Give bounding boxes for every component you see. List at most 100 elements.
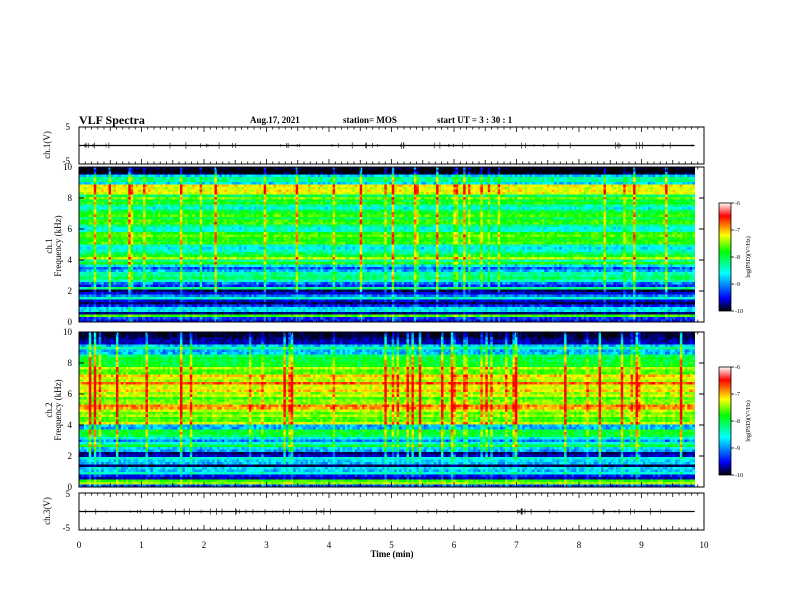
spectrogram-cell xyxy=(89,177,92,180)
spectrogram-cell xyxy=(362,172,365,175)
spectrogram-cell xyxy=(426,172,429,175)
spectrogram-cell xyxy=(623,172,626,175)
spectrogram-cell xyxy=(419,172,422,175)
spectrogram-cell xyxy=(365,177,368,180)
spectrogram-cell xyxy=(141,180,144,183)
spectrogram-cell xyxy=(113,182,116,185)
spectrogram-cell xyxy=(205,182,208,185)
spectrogram-cell xyxy=(192,177,195,180)
spectrogram-cell xyxy=(572,172,575,175)
spectrogram-cell xyxy=(451,172,454,175)
spectrogram-cell xyxy=(306,177,309,180)
spectrogram-cell xyxy=(557,177,560,180)
spectrogram-cell xyxy=(232,180,235,183)
spectrogram-cell xyxy=(264,172,267,175)
spectrogram-cell xyxy=(397,177,400,180)
spectrogram-cell xyxy=(441,180,444,183)
spectrogram-cell xyxy=(372,172,375,175)
spectrogram-cell xyxy=(505,175,508,178)
spectrogram-cell xyxy=(638,175,641,178)
spectrogram-cell xyxy=(81,172,84,175)
spectrogram-cell xyxy=(345,180,348,183)
spectrogram-cell xyxy=(616,172,619,175)
spectrogram-cell xyxy=(668,170,671,173)
spectrogram-cell xyxy=(527,177,530,180)
spectrogram-cell xyxy=(547,177,550,180)
station-label: station= MOS xyxy=(343,115,397,125)
spectrogram-cell xyxy=(128,170,131,173)
spectrogram-cell xyxy=(180,177,183,180)
spectrogram-cell xyxy=(468,172,471,175)
spectrogram-cell xyxy=(278,170,281,173)
spectrogram-cell xyxy=(512,172,515,175)
spectrogram-cell xyxy=(431,177,434,180)
spectrogram-cell xyxy=(106,170,109,173)
spectrogram-cell xyxy=(567,170,570,173)
spectrogram-cell xyxy=(379,172,382,175)
spectrogram-cell xyxy=(572,177,575,180)
spectrogram-cell xyxy=(645,172,648,175)
spectrogram-cell xyxy=(276,170,279,173)
spectrogram-cell xyxy=(665,177,668,180)
spectrogram-cell xyxy=(118,182,121,185)
spectrogram-cell xyxy=(613,180,616,183)
spectrogram-cell xyxy=(244,177,247,180)
spectrogram-cell xyxy=(475,180,478,183)
spectrogram-cell xyxy=(246,182,249,185)
spectrogram-cell xyxy=(195,175,198,178)
spectrogram-cell xyxy=(389,180,392,183)
vlf-spectra-figure: VLF Spectra Aug.17, 2021 station= MOS st… xyxy=(0,0,792,612)
spectrogram-cell xyxy=(256,170,259,173)
spectrogram-cell xyxy=(483,177,486,180)
spectrogram-cell xyxy=(640,172,643,175)
spectrogram-cell xyxy=(384,180,387,183)
spectrogram-cell xyxy=(473,170,476,173)
spectrogram-cell xyxy=(123,177,126,180)
spectrogram-cell xyxy=(318,175,321,178)
spectrogram-cell xyxy=(153,180,156,183)
spectrogram-cell xyxy=(259,172,262,175)
spectrogram-cell xyxy=(197,177,200,180)
spectrogram-cell xyxy=(562,170,565,173)
spectrogram-cell xyxy=(296,175,299,178)
spectrogram-cell xyxy=(141,172,144,175)
spectrogram-cell xyxy=(370,172,373,175)
spectrogram-cell xyxy=(463,180,466,183)
spectrogram-cell xyxy=(586,175,589,178)
spectrogram-cell xyxy=(239,170,242,173)
spectrogram-cell xyxy=(113,175,116,178)
spectrogram-cell xyxy=(190,175,193,178)
spectrogram-cell xyxy=(281,170,284,173)
spectrogram-cell xyxy=(527,170,530,173)
spectrogram-cell xyxy=(370,177,373,180)
spectrogram-cell xyxy=(456,175,459,178)
spectrogram-cell xyxy=(249,177,252,180)
spectrogram-cell xyxy=(478,175,481,178)
spectrogram-cell xyxy=(101,175,104,178)
spectrogram-cell xyxy=(246,175,249,178)
spectrogram-cell xyxy=(503,180,506,183)
spectrogram-cell xyxy=(581,172,584,175)
spectrogram-cell xyxy=(178,180,181,183)
spectrogram-cell xyxy=(604,172,607,175)
spectrogram-cell xyxy=(207,170,210,173)
spectrogram-cell xyxy=(559,175,562,178)
spectrogram-cell xyxy=(239,175,242,178)
spectrogram-cell xyxy=(692,180,695,183)
spectrogram-cell xyxy=(525,177,528,180)
spectrogram-cell xyxy=(237,175,240,178)
spectrogram-cell xyxy=(515,175,518,178)
spectrogram-cell xyxy=(131,180,134,183)
spectrogram-cell xyxy=(96,175,99,178)
spectrogram-cell xyxy=(205,177,208,180)
spectrogram-cell xyxy=(313,177,316,180)
spectrogram-cell xyxy=(439,175,442,178)
spectrogram-cell xyxy=(490,177,493,180)
spectrogram-cell xyxy=(254,172,257,175)
spectrogram-cell xyxy=(475,170,478,173)
spectrogram-cell xyxy=(163,177,166,180)
spectrogram-cell xyxy=(128,177,131,180)
spectrogram-cell xyxy=(178,170,181,173)
spectrogram-cell xyxy=(323,170,326,173)
spectrogram-cell xyxy=(439,170,442,173)
